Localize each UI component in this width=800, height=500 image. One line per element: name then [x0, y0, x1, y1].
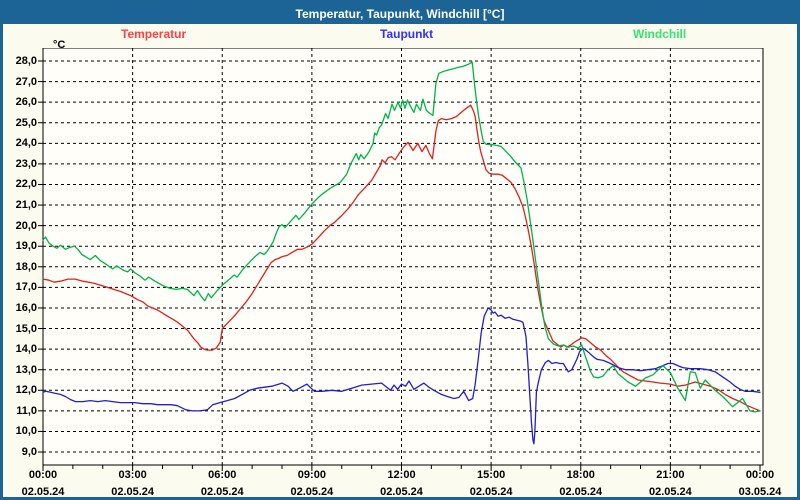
x-axis-time-label: 21:00 [656, 469, 685, 481]
x-axis-date-label: 02.05.24 [200, 486, 244, 498]
y-axis-label: 20,0 [15, 219, 37, 232]
title-bar: Temperatur, Taupunkt, Windchill [°C] [3, 3, 797, 24]
x-axis-date-label: 02.05.24 [380, 486, 423, 498]
plot-border [42, 48, 764, 466]
y-axis-label: 11,0 [16, 404, 37, 417]
y-axis-label: 14,0 [15, 343, 37, 356]
x-axis-date-label: 02.05.24 [111, 486, 155, 498]
y-axis-label: 10,0 [15, 425, 37, 438]
y-axis-label: 27,0 [15, 75, 37, 88]
series-taupunkt [42, 307, 761, 445]
x-axis-time-label: 06:00 [208, 469, 237, 481]
plot-area [38, 48, 764, 471]
y-axis-label: 13,0 [15, 363, 37, 376]
legend-item-windchill: Windchill [633, 27, 687, 41]
y-axis-label: 24,0 [15, 137, 37, 150]
y-axis-label: 15,0 [15, 322, 37, 335]
x-axis-time-label: 00:00 [745, 469, 775, 481]
y-axis-label: 19,0 [15, 240, 37, 253]
legend-item-temperatur: Temperatur [121, 27, 187, 41]
y-axis-label: 17,0 [15, 281, 37, 294]
x-axis-date-label: 02.05.24 [648, 486, 692, 498]
x-axis-time-label: 00:00 [28, 469, 58, 481]
y-axis-label: 12,0 [15, 384, 37, 397]
y-axis-label: 16,0 [15, 301, 37, 314]
x-axis-time-label: 09:00 [297, 469, 326, 481]
legend-item-taupunkt: Taupunkt [380, 27, 434, 41]
x-axis-time-label: 12:00 [387, 469, 416, 481]
y-axis-label: 25,0 [15, 116, 37, 129]
x-axis-date-label: 03.05.24 [738, 486, 782, 498]
x-axis-date-label: 02.05.24 [469, 486, 513, 498]
x-axis-time-label: 03:00 [118, 469, 147, 481]
x-axis-time-label: 18:00 [566, 469, 595, 481]
series-temperatur [42, 104, 761, 412]
plot-background [43, 48, 763, 465]
window-title: Temperatur, Taupunkt, Windchill [°C] [295, 6, 505, 21]
series-windchill [42, 61, 761, 413]
y-axis-label: 23,0 [15, 157, 37, 170]
x-axis-date-label: 02.05.24 [21, 486, 65, 498]
y-axis-label: 22,0 [15, 178, 37, 191]
y-axis-label: 28,0 [15, 55, 37, 67]
x-axis-time-label: 15:00 [477, 469, 506, 481]
y-axis-label: 9,0 [21, 446, 37, 459]
x-axis-date-label: 02.05.24 [290, 486, 334, 498]
y-axis-label: 26,0 [15, 96, 37, 109]
y-axis-label: 18,0 [15, 260, 37, 273]
x-axis-date-label: 02.05.24 [559, 486, 603, 498]
y-axis-label: 21,0 [15, 199, 37, 212]
